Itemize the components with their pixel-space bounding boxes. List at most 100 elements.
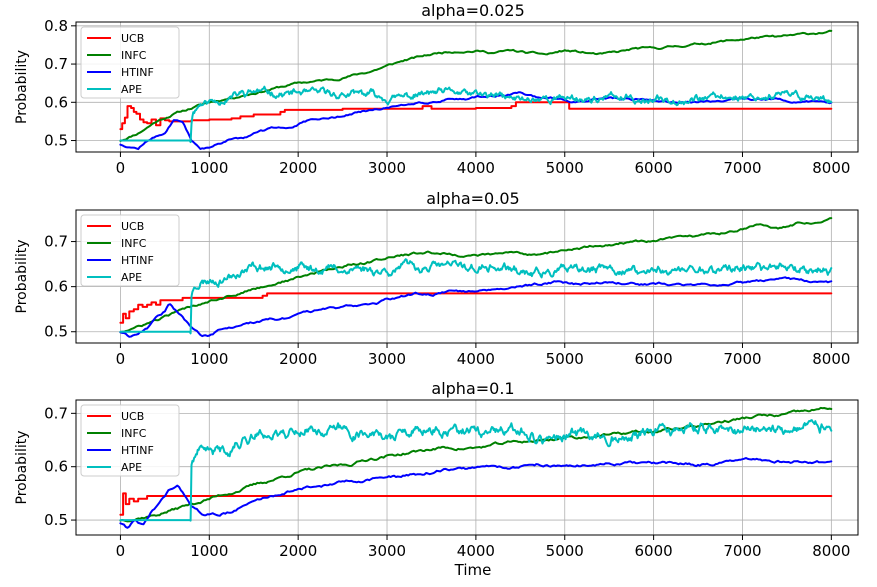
x-tick-label: 3000 <box>368 350 406 368</box>
x-tick-label: 2000 <box>279 159 317 177</box>
y-tick-label: 0.7 <box>44 55 68 73</box>
x-tick: 1000 <box>190 152 228 177</box>
y-tick: 0.7 <box>44 404 76 422</box>
x-tick-label: 0 <box>116 350 126 368</box>
series-line-infc <box>119 29 833 142</box>
x-tick-label: 4000 <box>457 350 495 368</box>
chart-title: alpha=0.025 <box>421 1 525 20</box>
legend-label-ucb: UCB <box>121 32 144 45</box>
series-line-ucb <box>119 492 833 516</box>
x-tick-label: 6000 <box>635 542 673 560</box>
x-tick: 2000 <box>279 343 317 368</box>
x-tick: 3000 <box>368 152 406 177</box>
x-tick: 8000 <box>812 535 850 560</box>
x-tick-label: 1000 <box>190 350 228 368</box>
legend: UCB INFC HTINF APE <box>80 26 180 99</box>
series-line-ape <box>119 419 833 522</box>
legend-label-ape: APE <box>121 271 142 284</box>
x-tick: 6000 <box>635 343 673 368</box>
x-tick-label: 2000 <box>279 350 317 368</box>
y-tick-label: 0.6 <box>44 458 68 476</box>
series-line-htinf <box>119 91 833 151</box>
legend-box <box>80 26 180 99</box>
x-tick: 0 <box>116 152 126 177</box>
x-tick: 7000 <box>723 535 762 560</box>
x-tick: 3000 <box>368 343 406 368</box>
x-tick-label: 5000 <box>546 159 584 177</box>
y-tick: 0.5 <box>44 132 76 150</box>
legend-label-htinf: HTINF <box>121 66 154 79</box>
y-tick-label: 0.5 <box>44 132 68 150</box>
series-group <box>119 29 833 151</box>
legend: UCB INFC HTINF APE <box>80 214 180 287</box>
y-tick: 0.6 <box>44 93 76 111</box>
grid <box>76 22 858 152</box>
x-tick-label: 8000 <box>812 350 850 368</box>
x-tick: 8000 <box>812 343 850 368</box>
x-tick-label: 4000 <box>457 159 495 177</box>
x-axis-label: Time <box>454 561 492 579</box>
x-tick: 4000 <box>457 343 495 368</box>
grid <box>76 210 858 343</box>
x-tick-label: 8000 <box>812 542 850 560</box>
x-tick-label: 7000 <box>723 159 761 177</box>
legend-label-infc: INFC <box>121 49 147 62</box>
x-tick: 0 <box>116 535 126 560</box>
series-line-ucb <box>119 292 833 324</box>
legend-box <box>80 404 180 477</box>
chart-panel-3: 0 1000 2000 3000 4000 5000 6000 7000 8000 0.5 0.6 0… <box>14 379 859 579</box>
y-axis-label: Probability <box>14 430 30 504</box>
y-tick-label: 0.6 <box>44 278 68 296</box>
x-tick: 4000 <box>457 535 495 560</box>
y-tick: 0.6 <box>44 458 76 476</box>
x-tick-label: 7000 <box>723 350 761 368</box>
x-tick-label: 5000 <box>546 542 584 560</box>
x-tick-label: 5000 <box>546 350 584 368</box>
x-tick: 2000 <box>279 152 317 177</box>
y-tick: 0.5 <box>44 323 76 341</box>
x-tick: 0 <box>116 343 126 368</box>
y-axis-label: Probability <box>14 50 30 124</box>
y-tick-label: 0.8 <box>44 17 68 35</box>
series-line-ucb <box>119 101 833 131</box>
x-tick-label: 2000 <box>279 542 317 560</box>
x-tick-label: 8000 <box>812 159 850 177</box>
legend-label-ucb: UCB <box>121 220 144 233</box>
chart-title: alpha=0.1 <box>431 379 514 398</box>
axes-frame <box>75 399 859 536</box>
legend-label-ape: APE <box>121 83 142 96</box>
series-line-htinf <box>119 276 833 338</box>
x-tick: 1000 <box>190 535 228 560</box>
x-tick-label: 0 <box>116 159 126 177</box>
chart-panel-2: 0 1000 2000 3000 4000 5000 6000 7000 8000 0.5 0.6 0… <box>14 189 859 368</box>
x-tick: 8000 <box>812 152 850 177</box>
x-tick-label: 3000 <box>368 159 406 177</box>
legend-label-htinf: HTINF <box>121 254 154 267</box>
x-tick: 2000 <box>279 535 317 560</box>
chart-title: alpha=0.05 <box>426 189 519 208</box>
x-tick: 7000 <box>723 343 762 368</box>
y-tick: 0.6 <box>44 278 76 296</box>
legend-label-ucb: UCB <box>121 410 144 423</box>
y-tick: 0.7 <box>44 233 76 251</box>
y-tick-label: 0.7 <box>44 233 68 251</box>
series-line-infc <box>119 406 833 523</box>
y-tick-label: 0.5 <box>44 323 68 341</box>
series-group <box>119 217 833 338</box>
x-tick: 7000 <box>723 152 762 177</box>
series-line-htinf <box>119 457 833 529</box>
grid <box>76 400 858 535</box>
x-tick-label: 6000 <box>635 350 673 368</box>
series-group <box>119 406 833 529</box>
legend-box <box>80 214 180 287</box>
y-axis-label: Probability <box>14 239 30 313</box>
series-line-ape <box>119 85 833 144</box>
chart-panel-1: 0 1000 2000 3000 4000 5000 6000 7000 8000 0.5 0.6 0… <box>14 1 859 177</box>
y-tick: 0.7 <box>44 55 76 73</box>
x-tick: 6000 <box>635 535 673 560</box>
y-tick-label: 0.5 <box>44 511 68 529</box>
legend: UCB INFC HTINF APE <box>80 404 180 477</box>
x-tick-label: 7000 <box>723 542 761 560</box>
x-tick-label: 0 <box>116 542 126 560</box>
x-tick-label: 3000 <box>368 542 406 560</box>
